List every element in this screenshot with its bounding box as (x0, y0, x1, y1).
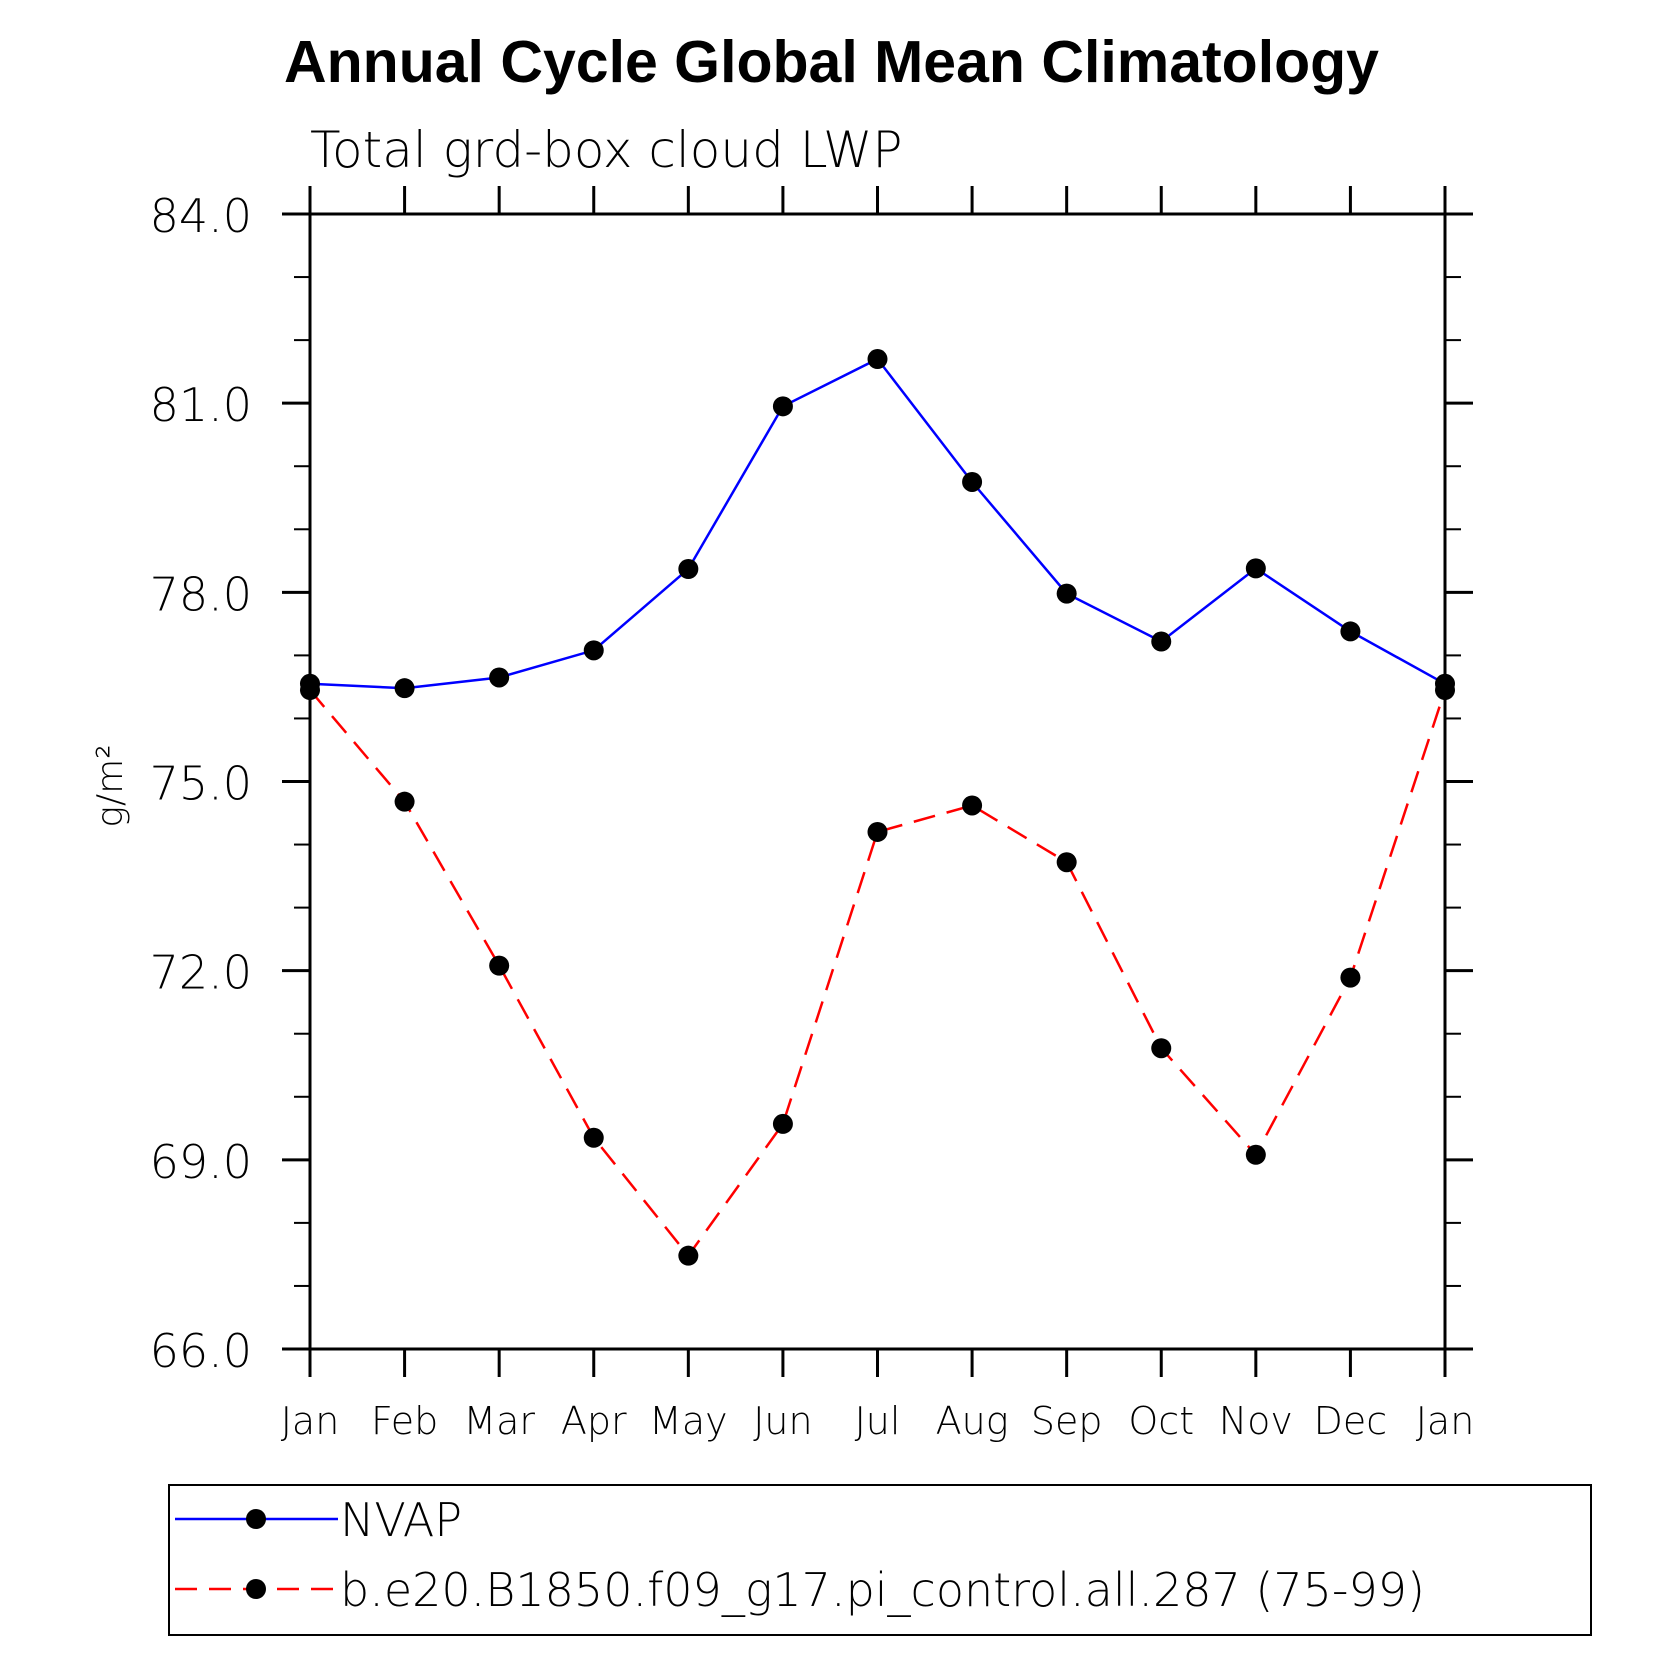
legend (168, 1484, 1592, 1636)
x-tick-label: Jul (855, 1399, 901, 1443)
data-point-series-2 (867, 821, 888, 842)
series-line-1 (309, 357, 1446, 690)
data-point-series-2 (678, 1245, 699, 1266)
x-tick-label: Sep (1031, 1399, 1103, 1443)
y-tick-label: 69.0 (150, 1135, 252, 1189)
data-point-series-1 (1340, 621, 1361, 642)
x-tick-label: Jun (753, 1399, 812, 1443)
y-axis-label: g/m² (90, 744, 131, 827)
data-point-series-2 (489, 955, 510, 976)
x-tick-label: Aug (936, 1399, 1009, 1443)
data-point-series-1 (1056, 583, 1077, 604)
plot-frame (308, 212, 1447, 1351)
data-point-series-1 (1151, 631, 1172, 652)
y-tick-label: 66.0 (150, 1324, 252, 1378)
data-point-series-1 (394, 678, 415, 699)
x-tick-label: Dec (1314, 1399, 1388, 1443)
data-point-series-2 (1340, 967, 1361, 988)
series-line-2 (309, 689, 1447, 1258)
series-points (300, 349, 1455, 1266)
data-point-series-2 (1245, 1144, 1266, 1165)
y-tick-label: 78.0 (150, 567, 252, 621)
chart-subtitle: Total grd-box cloud LWP (310, 121, 903, 179)
data-point-series-1 (489, 667, 510, 688)
y-tick-label: 75.0 (150, 757, 252, 811)
y-tick-label: 72.0 (150, 946, 252, 1000)
x-tick-label: Jan (1416, 1399, 1475, 1443)
y-tick-label: 81.0 (150, 378, 252, 432)
chart-title: Annual Cycle Global Mean Climatology (284, 29, 1379, 95)
data-point-series-2 (394, 791, 415, 812)
data-point-series-1 (1245, 558, 1266, 579)
x-tick-label: Jan (281, 1399, 340, 1443)
data-point-series-2 (1056, 852, 1077, 873)
data-point-series-2 (300, 680, 320, 701)
x-tick-label: Apr (561, 1399, 627, 1443)
data-point-series-2 (1435, 680, 1455, 701)
series-lines (309, 357, 1447, 1258)
data-point-series-1 (962, 471, 983, 492)
x-tick-label: Feb (371, 1399, 438, 1443)
data-point-series-2 (1151, 1038, 1172, 1059)
data-point-series-2 (772, 1113, 793, 1134)
x-tick-label: Nov (1219, 1399, 1293, 1443)
data-point-series-1 (678, 559, 699, 580)
y-tick-label: 84.0 (150, 189, 252, 243)
data-point-series-1 (772, 396, 793, 417)
data-point-series-2 (962, 795, 983, 816)
data-point-series-2 (583, 1127, 604, 1148)
x-tick-label: Mar (463, 1399, 535, 1443)
data-point-series-1 (867, 349, 888, 370)
axes: Jan Feb Mar Apr May Jun Jul Aug Sep Oct Nov Dec Jan 6… (150, 186, 1475, 1443)
x-tick-label: Oct (1128, 1399, 1194, 1443)
x-tick-label: May (649, 1399, 728, 1443)
data-point-series-1 (583, 640, 604, 661)
